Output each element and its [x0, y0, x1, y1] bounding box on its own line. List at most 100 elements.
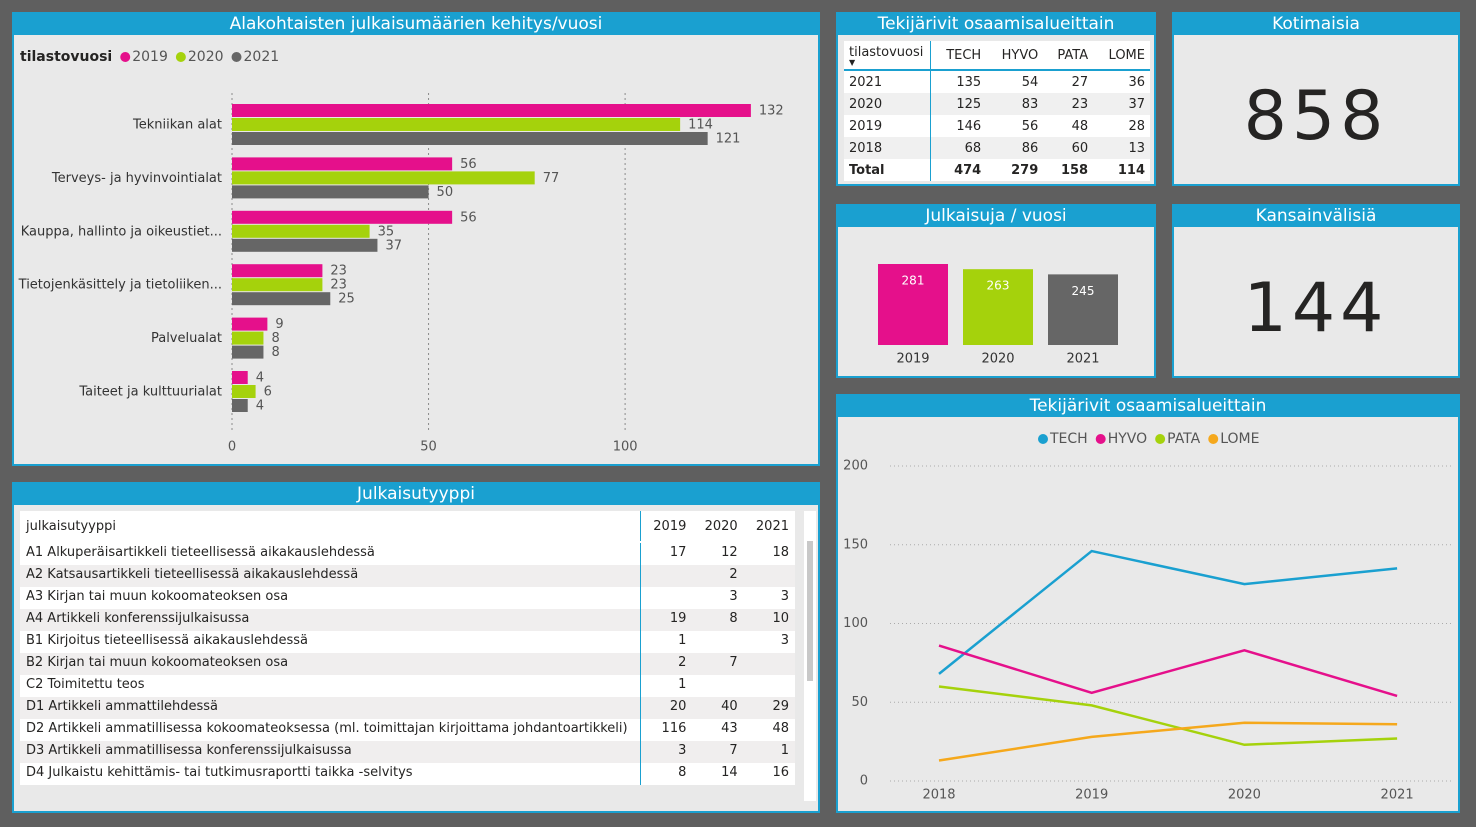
- bar: [232, 171, 535, 185]
- table-cell: 2019: [844, 115, 931, 137]
- bar: [232, 345, 264, 359]
- data-label: 56: [460, 210, 477, 225]
- total-cell: 114: [1117, 162, 1145, 178]
- table-row: A3 Kirjan tai muun kokoomateoksen osa 3 3: [20, 587, 795, 609]
- scroll-thumb[interactable]: [807, 541, 813, 681]
- table-cell: 3: [729, 589, 738, 604]
- table-row: 2019 146 56 48 28: [844, 115, 1150, 137]
- table-cell: 27: [1071, 74, 1089, 90]
- panel: Alakohtaisten julkaisumäärien kehitys/vu…: [12, 12, 820, 466]
- header-cell: PATA: [1043, 41, 1094, 71]
- header-cell: 2019: [640, 511, 693, 543]
- x-tick-label: 2021: [1381, 788, 1414, 803]
- table-cell: 48: [1071, 118, 1089, 134]
- data-label: 25: [338, 292, 355, 307]
- table-row: A1 Alkuperäisartikkeli tieteellisessä ai…: [20, 542, 795, 565]
- table-cell: 56: [1021, 118, 1039, 134]
- table-cell: 146: [956, 118, 982, 134]
- data-label: 23: [330, 264, 347, 279]
- table-cell: 3: [678, 743, 687, 758]
- x-tick-label: 2019: [896, 352, 929, 367]
- legend-marker: [120, 52, 131, 62]
- bar: [232, 185, 429, 199]
- bar: [232, 210, 453, 224]
- kpi-value: 144: [1243, 269, 1389, 348]
- table-cell: 135: [956, 74, 982, 90]
- header-cell: LOME: [1093, 41, 1150, 71]
- table-cell: 40: [721, 699, 738, 714]
- table-cell: 1: [678, 677, 687, 692]
- header-text: PATA: [1057, 47, 1089, 63]
- legend-marker: [231, 52, 242, 62]
- x-tick-label: 2021: [1066, 352, 1099, 367]
- header-text: HYVO: [1001, 47, 1039, 63]
- table-cell: 23: [1071, 96, 1089, 112]
- table-cell: 7: [729, 743, 738, 758]
- total-cell: 158: [1060, 162, 1089, 178]
- data-label: 23: [330, 278, 347, 293]
- bar: [232, 104, 751, 117]
- table-cell: 19: [669, 611, 687, 626]
- panel: Julkaisutyyppi julkaisutyyppi 2019 2020 202…: [12, 482, 820, 813]
- header-row: tilastovuosi ▼ TECH HYVO PATA LOME: [844, 41, 1150, 71]
- table-cell: D4 Julkaistu kehittämis- tai tutkimusrap…: [20, 763, 641, 785]
- table-cell: 37: [1128, 96, 1145, 112]
- bar: [232, 292, 331, 306]
- y-tick-label: 200: [843, 459, 868, 474]
- table-row: D2 Artikkeli ammatillisessa kokoomateoks…: [20, 719, 795, 741]
- data-label: 6: [264, 385, 272, 400]
- table-head: julkaisutyyppi 2019 2020 2021: [20, 511, 795, 543]
- legend-marker: [1095, 434, 1106, 444]
- table-cell: [641, 565, 693, 587]
- sort-arrow: ▼: [849, 57, 856, 67]
- table-cell: 13: [1128, 140, 1145, 156]
- column-chart: 281 2019 263 2020 245 2021: [878, 264, 1118, 367]
- bar: [232, 118, 681, 131]
- table-cell: A4 Artikkeli konferenssijulkaisussa: [20, 609, 641, 631]
- header-cell: 2021: [743, 511, 795, 543]
- header-text: LOME: [1108, 47, 1145, 63]
- panel-title: Alakohtaisten julkaisumäärien kehitys/vu…: [14, 14, 818, 35]
- table-body: 2021 135 54 27 36 2020 125 83 23 37 2019 146 56 48 28 2…: [844, 70, 1150, 181]
- x-tick-label: 0: [228, 440, 236, 455]
- data-label: 263: [987, 279, 1010, 293]
- table-cell: 29: [772, 699, 789, 714]
- table-cell: [744, 675, 795, 697]
- scrollbar[interactable]: [804, 511, 816, 801]
- table-cell: D2 Artikkeli ammatillisessa kokoomateoks…: [20, 719, 641, 741]
- bar: [232, 157, 453, 171]
- table-cell: 2: [729, 567, 738, 582]
- legend-label: HYVO: [1108, 431, 1147, 447]
- table-cell: A1 Alkuperäisartikkeli tieteellisessä ai…: [20, 542, 641, 565]
- panel-title: Julkaisuja / vuosi: [838, 206, 1154, 227]
- panel-title: Tekijärivit osaamisalueittain: [838, 14, 1154, 35]
- y-tick-label: Tekniikan alat: [132, 118, 222, 133]
- table-row: 2018 68 86 60 13: [844, 137, 1150, 159]
- author-table: tilastovuosi ▼ TECH HYVO PATA LOME 2021 135 54 27…: [844, 41, 1150, 181]
- total-row: Total 474 279 158 114: [844, 159, 1150, 181]
- panel-title: Julkaisutyyppi: [14, 484, 818, 505]
- kpi-value: 858: [1243, 77, 1389, 156]
- type-table: julkaisutyyppi 2019 2020 2021 A1 Alkuperäisa…: [20, 511, 795, 785]
- data-label: 8: [271, 331, 279, 346]
- table-cell: 2021: [844, 70, 931, 93]
- line-series: [938, 644, 1398, 698]
- table-cell: 2018: [844, 137, 931, 159]
- bar: [878, 264, 948, 345]
- data-label: 114: [688, 118, 713, 133]
- table-cell: 83: [1021, 96, 1039, 112]
- line-series: [938, 721, 1398, 762]
- x-tick-label: 2018: [922, 788, 955, 803]
- bar: [232, 264, 323, 278]
- panel: Kansainvälisiä 144: [1172, 204, 1460, 378]
- data-label: 35: [378, 224, 395, 239]
- table-cell: A2 Katsausartikkeli tieteellisessä aikak…: [20, 565, 641, 587]
- legend-marker: [1038, 434, 1048, 444]
- table-cell: 125: [956, 96, 982, 112]
- table-cell: 116: [661, 721, 687, 736]
- table-cell: 17: [669, 545, 687, 560]
- table-cell: B1 Kirjoitus tieteellisessä aikakauslehd…: [20, 631, 641, 653]
- table-cell: [692, 675, 743, 697]
- panel: Kotimaisia 858: [1172, 12, 1460, 186]
- bar: [232, 317, 268, 331]
